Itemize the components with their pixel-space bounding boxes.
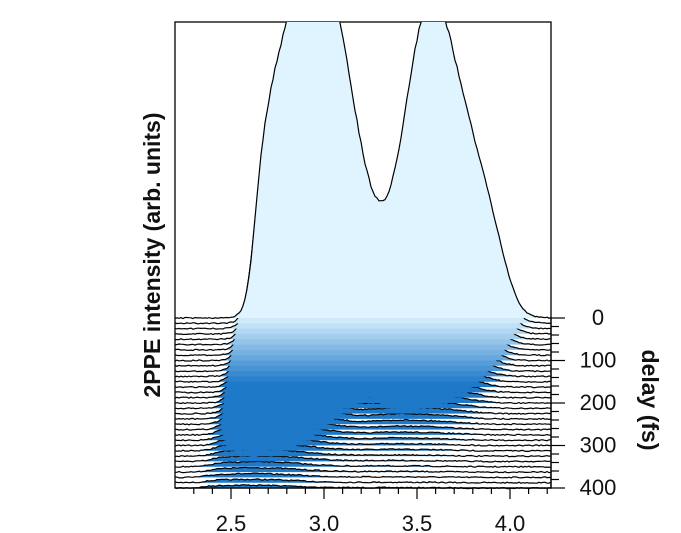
trace-line-28 bbox=[175, 460, 551, 468]
trace-line-27 bbox=[175, 454, 551, 463]
delay-tick-label: 200 bbox=[580, 390, 617, 415]
trace-fill-0 bbox=[175, 22, 551, 319]
trace-fill-27 bbox=[175, 455, 551, 462]
trace-line-31 bbox=[175, 478, 551, 484]
trace-line-29 bbox=[175, 466, 551, 474]
y-axis-title: 2PPE intensity (arb. units) bbox=[139, 113, 165, 398]
x-tick-label: 4.0 bbox=[495, 511, 526, 533]
delay-axis-title: delay (fs) bbox=[637, 350, 663, 451]
x-tick-label: 2.5 bbox=[216, 511, 247, 533]
delay-tick-label: 100 bbox=[580, 348, 617, 373]
trace-line-30 bbox=[175, 472, 551, 479]
x-axis: 2.5 3.0 3.5 4.0 bbox=[175, 487, 551, 533]
trace-group bbox=[175, 22, 551, 490]
trace-fill-30 bbox=[175, 473, 551, 478]
delay-tick-label: 400 bbox=[580, 475, 617, 500]
x-tick-label: 3.5 bbox=[402, 511, 433, 533]
delay-tick-label: 300 bbox=[580, 433, 617, 458]
trace-fill-26 bbox=[175, 449, 551, 457]
delay-tick-label: 0 bbox=[592, 305, 604, 330]
delay-axis: 0 100 200 300 400 bbox=[550, 305, 617, 500]
x-tick-label: 3.0 bbox=[309, 511, 340, 533]
trace-line-0 bbox=[175, 22, 551, 320]
